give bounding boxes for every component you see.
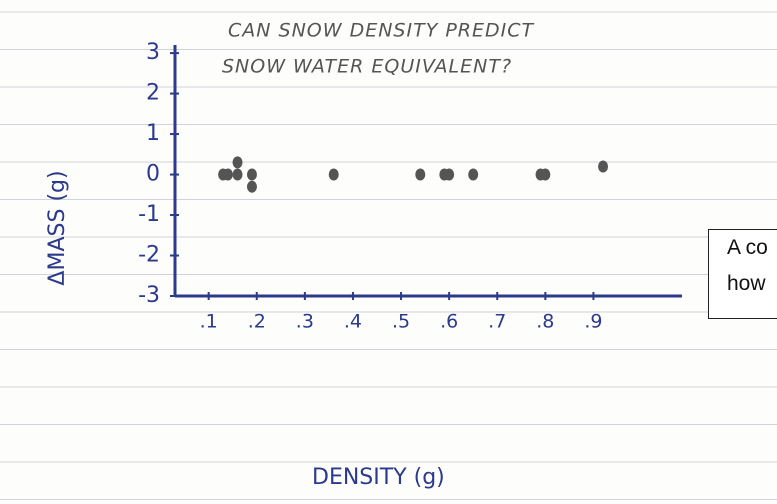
x-tick-label: .6 [440, 311, 458, 333]
y-tick-label: 0 [146, 162, 160, 187]
x-tick-label: .3 [296, 311, 314, 333]
x-tick-label: .9 [584, 311, 602, 333]
point [468, 168, 479, 181]
point [598, 160, 609, 173]
point [232, 168, 243, 181]
x-tick-label: .4 [344, 311, 362, 333]
annotation-box: A co how [708, 229, 777, 319]
annotation-text: how [727, 272, 766, 295]
point [246, 180, 257, 193]
x-tick-label: .7 [488, 311, 506, 333]
chart-title: CAN SNOW DENSITY PREDICT [228, 20, 534, 42]
chart-title: SNOW WATER EQUIVALENT? [222, 56, 512, 78]
y-tick-label: -1 [138, 202, 160, 227]
y-tick-label: -3 [138, 283, 160, 308]
y-axis-label: ΔMASS (g) [45, 170, 70, 285]
point [222, 168, 233, 181]
annotation-text: A co [727, 236, 768, 259]
x-tick-label: .2 [248, 311, 266, 333]
point [328, 168, 339, 181]
point [444, 168, 455, 181]
x-tick-label: .1 [200, 311, 218, 333]
point [246, 168, 257, 181]
x-tick-label: .8 [536, 311, 554, 333]
paper-lines [0, 11, 777, 500]
point [232, 156, 243, 169]
y-tick-label: -2 [138, 243, 160, 268]
point [415, 168, 426, 181]
x-tick-label: .5 [392, 311, 410, 333]
x-axis-label: DENSITY (g) [312, 465, 445, 490]
y-tick-label: 2 [146, 81, 160, 106]
y-tick-label: 3 [146, 40, 160, 65]
y-tick-label: 1 [146, 121, 160, 146]
point [540, 168, 551, 181]
